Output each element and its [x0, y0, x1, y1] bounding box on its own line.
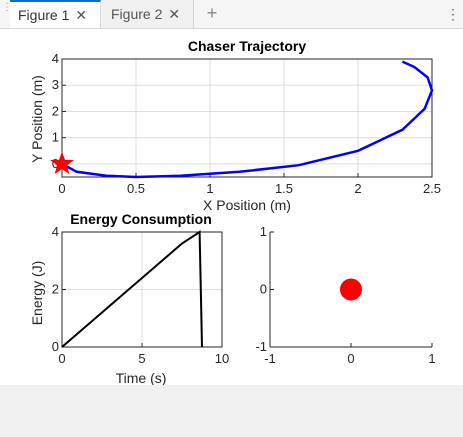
grip-icon[interactable]: ⋮: [2, 2, 12, 13]
x-tick-label: 2.5: [423, 181, 441, 196]
figure-svg: 0 0.5 1 1.5 2 2.5 0 1 2 3 4 Chaser Trajectory X P…: [29, 38, 441, 386]
close-icon[interactable]: ✕: [168, 5, 181, 22]
close-icon[interactable]: ✕: [75, 6, 88, 23]
figure-canvas: 0 0.5 1 1.5 2 2.5 0 1 2 3 4 Chaser Trajectory X P…: [0, 29, 463, 386]
y-tick-label: 0: [260, 282, 267, 297]
start-star-marker: [50, 151, 74, 174]
x-tick-label: 0: [58, 351, 65, 366]
energy-line: [61, 230, 203, 348]
x-tick-label: 1: [206, 181, 213, 196]
x-tick-label: 10: [215, 351, 229, 366]
y-tick-label: 2: [52, 282, 59, 297]
y-tick-label: 2: [52, 103, 59, 118]
plus-icon[interactable]: +: [206, 3, 218, 23]
figure-tab-bar: ⋮ Figure 1 ✕ Figure 2 ✕ + ⋮: [0, 0, 463, 29]
chart-title: Chaser Trajectory: [188, 38, 306, 54]
x-tick-labels: 0 5 10: [58, 343, 229, 366]
trajectory-line: [61, 60, 434, 179]
x-tick-label: 0: [347, 351, 354, 366]
trajectory-axes: 0 0.5 1 1.5 2 2.5 0 1 2 3 4 Chaser Trajectory X P…: [29, 38, 441, 213]
tab-figure-1[interactable]: Figure 1 ✕: [10, 0, 101, 28]
y-tick-label: 4: [52, 224, 59, 239]
tab-label: Figure 2: [111, 6, 163, 22]
x-tick-label: 0: [58, 181, 65, 196]
chart-title: Energy Consumption: [70, 211, 212, 227]
x-tick-label: 1: [428, 351, 435, 366]
y-tick-label: 3: [52, 77, 59, 92]
position-dot: [340, 278, 362, 301]
tab-figure-2[interactable]: Figure 2 ✕: [102, 0, 194, 28]
y-tick-label: -1: [255, 339, 267, 354]
x-tick-labels: 0 0.5 1 1.5 2 2.5: [58, 173, 441, 196]
x-tick-label: -1: [264, 351, 276, 366]
y-tick-label: 1: [260, 224, 267, 239]
axes-frame: [61, 58, 433, 178]
x-tick-label: 5: [138, 351, 145, 366]
x-tick-label: 0.5: [127, 181, 145, 196]
kebab-menu-icon[interactable]: ⋮: [446, 6, 460, 22]
y-tick-label: 1: [52, 130, 59, 145]
y-axis-label: Y Position (m): [29, 75, 45, 163]
y-tick-label: 4: [52, 51, 59, 66]
axes-background: [62, 59, 432, 177]
x-axis-label: Time (s): [116, 370, 167, 385]
energy-axes: 0 5 10 0 2 4 Energy Consumption Time (s) Ene…: [29, 211, 229, 386]
y-tick-label: 0: [52, 339, 59, 354]
scatter-points: [340, 278, 362, 301]
x-axis-label: X Position (m): [203, 197, 291, 213]
position-axes: -1 0 1 -1 0 1: [255, 224, 435, 366]
x-tick-label: 2: [354, 181, 361, 196]
x-tick-label: 1.5: [275, 181, 293, 196]
tab-label: Figure 1: [18, 7, 70, 23]
y-axis-label: Energy (J): [29, 261, 45, 326]
